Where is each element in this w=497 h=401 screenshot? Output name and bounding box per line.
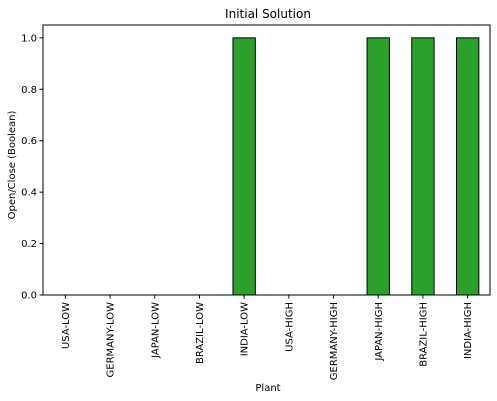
y-tick-label: 0.4 — [21, 188, 37, 199]
x-tick-label: USA-LOW — [61, 302, 72, 349]
y-axis: 0.0 0.2 0.4 0.6 0.8 1.0 — [21, 33, 43, 302]
y-axis-label: Open/Close (Boolean) — [7, 111, 18, 220]
chart-title: Initial Solution — [225, 7, 311, 21]
x-tick-label: INDIA-HIGH — [463, 302, 474, 359]
y-tick-label: 1.0 — [21, 33, 37, 44]
y-tick-label: 0.2 — [21, 239, 37, 250]
x-tick-label: GERMANY-LOW — [106, 302, 117, 378]
x-tick-label: BRAZIL-LOW — [195, 302, 206, 364]
plot-frame — [42, 24, 491, 296]
x-axis: USA-LOW GERMANY-LOW JAPAN-LOW BRAZIL-LOW IND… — [61, 295, 474, 380]
x-axis-label: Plant — [255, 383, 280, 394]
y-tick-label: 0.6 — [21, 136, 37, 147]
bar-brazil-high — [411, 37, 435, 296]
bars-group — [232, 37, 480, 296]
x-tick-label: INDIA-LOW — [240, 302, 251, 356]
y-tick-label: 0.0 — [21, 291, 37, 302]
bar-india-low — [232, 37, 256, 296]
y-tick-label: 0.8 — [21, 85, 37, 96]
x-tick-label: GERMANY-HIGH — [329, 302, 340, 380]
x-tick-label: JAPAN-LOW — [150, 302, 161, 359]
x-tick-label: BRAZIL-HIGH — [418, 302, 429, 367]
bar-india-high — [455, 37, 480, 296]
x-tick-label: USA-HIGH — [284, 302, 295, 352]
x-tick-label: JAPAN-HIGH — [374, 302, 385, 362]
bar-japan-high — [366, 37, 390, 296]
